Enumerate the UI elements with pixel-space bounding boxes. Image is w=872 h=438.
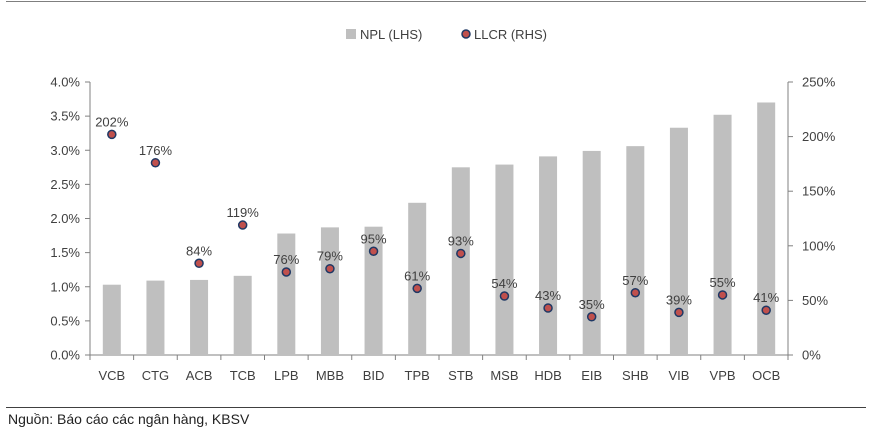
llcr-label-vib: 39% — [666, 292, 692, 307]
npl-bars — [102, 102, 776, 355]
y-right-tick-label: 0% — [802, 348, 821, 363]
y-right-tick-label: 50% — [802, 293, 828, 308]
source-note: Nguồn: Báo cáo các ngân hàng, KBSV — [8, 411, 250, 427]
legend-label-llcr: LLCR (RHS) — [474, 27, 547, 42]
llcr-label-eib: 35% — [579, 297, 605, 312]
npl-bar-bid — [364, 226, 383, 355]
y-left-tick-label: 3.0% — [50, 143, 80, 158]
category-label-stb: STB — [448, 368, 473, 383]
y-right-tick-label: 250% — [802, 75, 836, 90]
y-left-tick-label: 2.0% — [50, 211, 80, 226]
legend-marker-llcr — [461, 29, 471, 39]
y-left-tick-label: 4.0% — [50, 75, 80, 90]
llcr-marker-tcb — [237, 220, 248, 230]
legend-swatch-npl — [346, 29, 356, 39]
llcr-label-msb: 54% — [491, 276, 517, 291]
category-label-hdb: HDB — [534, 368, 561, 383]
axes: 0.0% 0.5% 1.0% 1.5% 2.0% 2.5% 3.0% 3.5% 4.0% 0% 50… — [50, 75, 835, 363]
legend: NPL (LHS) LLCR (RHS) — [346, 27, 547, 42]
npl-bar-ocb — [757, 102, 776, 355]
llcr-label-ctg: 176% — [139, 143, 173, 158]
y-left-tick-label: 1.0% — [50, 279, 80, 294]
llcr-marker-mbb — [325, 263, 335, 274]
llcr-marker-vpb — [717, 290, 728, 300]
npl-bar-tpb — [408, 202, 427, 355]
llcr-marker-eib — [586, 312, 597, 322]
llcr-marker-msb — [499, 291, 510, 301]
category-label-tpb: TPB — [405, 368, 430, 383]
llcr-label-lpb: 76% — [273, 252, 299, 267]
llcr-data-labels: 202% 176% 84% 119% 76% 79% 95% 61% 93% 54% 43% 35% 5… — [95, 114, 779, 311]
npl-bar-vpb — [713, 114, 732, 355]
y-right-tick-label: 150% — [802, 184, 836, 199]
y-right-tick-label: 100% — [802, 238, 836, 253]
llcr-label-hdb: 43% — [535, 288, 561, 303]
llcr-label-mbb: 79% — [317, 249, 343, 264]
npl-bar-vcb — [102, 284, 121, 355]
npl-bar-ctg — [146, 280, 165, 355]
llcr-marker-lpb — [281, 267, 292, 277]
legend-label-npl: NPL (LHS) — [360, 27, 422, 42]
llcr-marker-hdb — [543, 303, 553, 313]
llcr-label-vcb: 202% — [95, 114, 129, 129]
category-label-eib: EIB — [581, 368, 602, 383]
llcr-marker-ctg — [150, 158, 161, 168]
llcr-marker-vcb — [107, 129, 117, 140]
y-right-tick-label: 200% — [802, 129, 836, 144]
llcr-label-acb: 84% — [186, 243, 212, 258]
llcr-label-bid: 95% — [361, 231, 387, 246]
llcr-marker-stb — [456, 248, 466, 259]
llcr-label-vpb: 55% — [710, 275, 736, 290]
y-left-tick-label: 3.5% — [50, 109, 80, 124]
category-label-acb: ACB — [186, 368, 213, 383]
llcr-marker-shb — [630, 288, 641, 298]
llcr-label-shb: 57% — [622, 273, 648, 288]
llcr-marker-vib — [674, 307, 684, 318]
category-label-msb: MSB — [490, 368, 518, 383]
npl-bar-mbb — [320, 227, 339, 355]
category-label-vcb: VCB — [98, 368, 125, 383]
npl-bar-eib — [582, 150, 601, 355]
category-label-bid: BID — [363, 368, 385, 383]
category-label-ctg: CTG — [142, 368, 169, 383]
category-label-vpb: VPB — [710, 368, 736, 383]
llcr-marker-bid — [368, 246, 379, 257]
npl-bar-vib — [669, 127, 688, 355]
llcr-label-tcb: 119% — [227, 205, 260, 220]
npl-bar-shb — [626, 146, 645, 355]
llcr-marker-ocb — [761, 305, 771, 315]
category-label-vib: VIB — [668, 368, 689, 383]
npl-bar-lpb — [277, 233, 296, 355]
llcr-label-ocb: 41% — [753, 290, 779, 305]
category-label-ocb: OCB — [752, 368, 780, 383]
npl-bar-stb — [451, 167, 470, 355]
y-left-tick-label: 0.0% — [50, 348, 80, 363]
npl-bar-tcb — [233, 275, 252, 355]
category-label-mbb: MBB — [316, 368, 344, 383]
y-left-tick-label: 2.5% — [50, 177, 80, 192]
category-label-lpb: LPB — [274, 368, 299, 383]
category-label-shb: SHB — [622, 368, 649, 383]
llcr-marker-tpb — [412, 283, 422, 294]
y-left-tick-label: 0.5% — [50, 313, 80, 328]
npl-bar-hdb — [539, 156, 558, 355]
y-left-tick-label: 1.5% — [50, 245, 80, 260]
llcr-label-tpb: 61% — [404, 268, 430, 283]
llcr-label-stb: 93% — [448, 233, 474, 248]
llcr-marker-acb — [194, 258, 204, 269]
npl-bar-msb — [495, 164, 514, 355]
npl-bar-acb — [190, 279, 209, 355]
llcr-markers — [107, 129, 771, 322]
category-label-tcb: TCB — [230, 368, 256, 383]
category-labels: VCB CTG ACB TCB LPB MBB BID TPB STB MSB HDB EIB SHB V… — [98, 368, 780, 383]
